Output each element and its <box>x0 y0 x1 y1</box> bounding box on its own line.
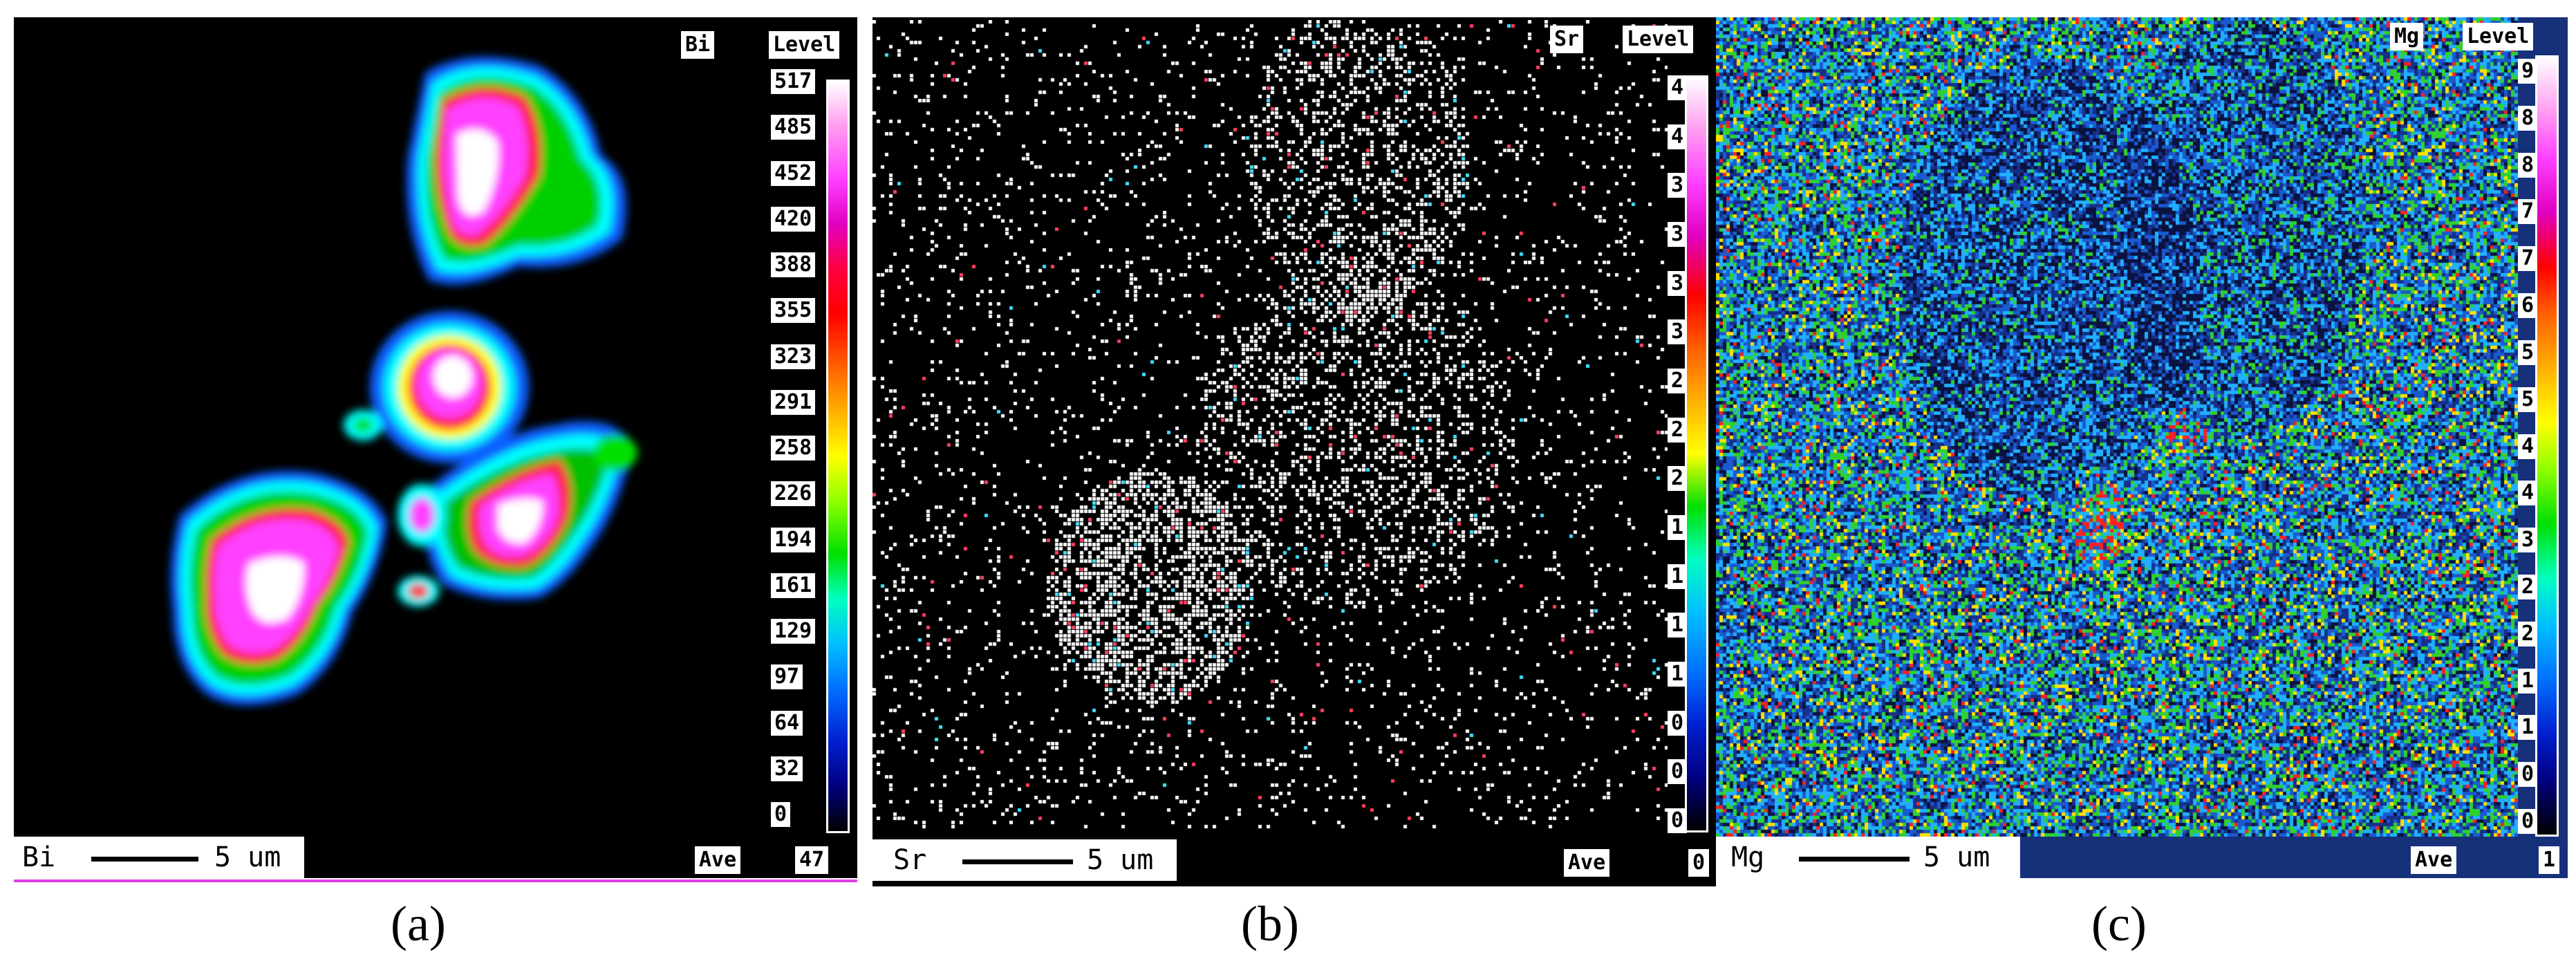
level-tick: 0 <box>2518 809 2538 834</box>
scale-footer: Bi 5 um <box>14 837 304 878</box>
level-tick: 485 <box>771 115 816 140</box>
color-scale-bar <box>826 80 850 833</box>
level-tick: 452 <box>771 160 816 186</box>
footer-element-label: Mg <box>1731 841 1765 873</box>
level-tick: 3 <box>1668 270 1688 296</box>
level-tick: 2 <box>2518 574 2538 599</box>
level-tick: 194 <box>771 527 816 552</box>
scale-bar-text: 5 um <box>1087 844 1154 876</box>
level-tick: 2 <box>1668 466 1688 492</box>
level-tick: 7 <box>2518 199 2538 225</box>
level-tick: 1 <box>1668 564 1688 589</box>
level-tick: 8 <box>2518 105 2538 131</box>
level-label: Level <box>1623 26 1694 53</box>
ave-value: 47 <box>795 846 829 874</box>
level-tick: 291 <box>771 389 816 415</box>
level-tick: 355 <box>771 298 816 324</box>
bi-distribution-map <box>170 57 637 705</box>
scale-bar <box>962 859 1073 864</box>
level-tick: 6 <box>2518 293 2538 319</box>
level-tick: 9 <box>2518 59 2538 84</box>
level-tick: 517 <box>771 69 816 94</box>
ave-label: Ave <box>2411 846 2457 874</box>
scale-footer: Mg 5 um <box>1716 837 2020 878</box>
mg-distribution-map <box>1716 17 2518 837</box>
scale-bar-text: 5 um <box>214 841 281 873</box>
level-tick: 323 <box>771 344 816 369</box>
level-tick: 0 <box>1668 759 1688 785</box>
ave-label: Ave <box>1564 849 1610 877</box>
level-tick: 0 <box>1668 710 1688 736</box>
level-tick: 0 <box>2518 762 2538 788</box>
color-scale-bar <box>1685 75 1708 832</box>
scale-bar <box>1799 857 1910 862</box>
scale-footer: Sr 5 um <box>872 839 1177 881</box>
level-label: Level <box>769 31 840 59</box>
element-label-mg: Mg <box>2390 23 2424 50</box>
level-tick: 2 <box>1668 417 1688 443</box>
level-tick: 0 <box>1668 808 1688 833</box>
footer-element-label: Bi <box>22 841 56 873</box>
level-tick: 8 <box>2518 152 2538 178</box>
caption-c: (c) <box>2091 896 2147 951</box>
level-tick: 4 <box>2518 481 2538 506</box>
color-scale-bar <box>2535 55 2559 837</box>
level-tick: 129 <box>771 619 816 644</box>
level-tick: 32 <box>771 756 803 781</box>
level-tick: 4 <box>1668 75 1688 100</box>
scale-bar-text: 5 um <box>1923 841 1990 873</box>
element-label-bi: Bi <box>681 31 715 59</box>
level-tick: 64 <box>771 710 803 736</box>
level-tick: 5 <box>2518 339 2538 365</box>
level-tick: 1 <box>1668 613 1688 638</box>
level-tick: 5 <box>2518 387 2538 412</box>
level-tick: 2 <box>1668 369 1688 393</box>
level-tick: 1 <box>2518 668 2538 694</box>
sr-distribution-map <box>872 20 1668 829</box>
caption-a: (a) <box>391 896 446 951</box>
level-tick: 388 <box>771 252 816 277</box>
level-tick: 2 <box>2518 621 2538 646</box>
level-tick: 0 <box>771 802 791 827</box>
ave-value: 1 <box>2539 846 2560 874</box>
panel-a-bottom-strip <box>14 879 857 882</box>
level-tick: 3 <box>1668 222 1688 247</box>
ave-label: Ave <box>695 846 741 874</box>
element-label-sr: Sr <box>1550 26 1584 53</box>
level-tick: 4 <box>1668 124 1688 149</box>
level-tick: 1 <box>1668 515 1688 540</box>
level-tick: 226 <box>771 481 816 507</box>
scale-bar <box>91 857 198 862</box>
level-tick: 3 <box>2518 528 2538 553</box>
ave-value: 0 <box>1688 849 1710 877</box>
level-tick: 7 <box>2518 246 2538 272</box>
level-tick: 4 <box>2518 434 2538 459</box>
bi-map-panel: Bi Level 517 485 452 420 388 355 323 291 258 226 1… <box>14 17 857 878</box>
footer-element-label: Sr <box>893 844 927 876</box>
level-tick: 1 <box>1668 662 1688 687</box>
level-tick: 3 <box>1668 319 1688 345</box>
level-tick: 3 <box>1668 173 1688 198</box>
level-tick: 258 <box>771 436 816 460</box>
level-tick: 420 <box>771 206 816 232</box>
level-label: Level <box>2463 23 2534 50</box>
level-tick: 1 <box>2518 715 2538 741</box>
caption-b: (b) <box>1241 896 1299 951</box>
level-tick: 161 <box>771 573 816 598</box>
level-tick: 97 <box>771 664 803 690</box>
